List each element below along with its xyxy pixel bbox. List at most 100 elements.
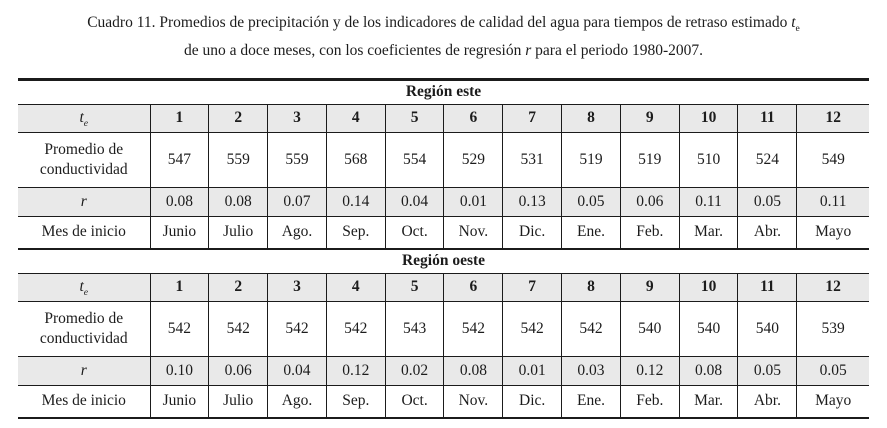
month-value-cell: Junio [149,215,210,250]
table-row: Promedio de conductividad 542 542 542 542 543… [18,300,869,357]
conductivity-value-cell: 519 [561,131,621,188]
table-row: Región oeste [18,249,869,274]
caption-text-2: de uno a doce meses, con los coeficiente… [183,41,526,59]
lag-column-header: 12 [796,103,869,133]
conductivity-value-cell: 510 [678,131,739,188]
caption-text-1: Cuadro 11. Promedios de precipitación y … [87,14,792,31]
month-value-cell: Oct. [384,384,445,419]
month-value-cell: Dic. [502,384,563,419]
table-caption: Cuadro 11. Promedios de precipitación y … [26,0,861,65]
r-value-cell: 0.08 [208,186,269,217]
conductivity-value-cell: 519 [619,131,680,188]
caption-line-1: Cuadro 11. Promedios de precipitación y … [26,9,861,37]
lag-column-header: 11 [737,103,798,133]
table-row: Promedio de conductividad 547 559 559 568 554… [18,131,869,188]
conductivity-value-cell: 559 [267,131,327,188]
conductivity-value-cell: 542 [325,300,386,357]
conductivity-value-cell: 542 [267,300,327,357]
lag-column-header: 3 [267,272,327,302]
r-value-cell: 0.10 [149,355,210,386]
lag-column-header: 11 [737,272,798,302]
region-title: Región este [18,77,869,105]
month-value-cell: Nov. [443,215,504,250]
row-label: Promedio de conductividad [18,131,151,188]
month-value-cell: Julio [208,215,269,250]
month-value-cell: Ago. [267,384,327,419]
lag-column-header: 12 [796,272,869,302]
lag-column-header: 9 [619,103,680,133]
r-value-cell: 0.05 [561,186,621,217]
month-value-cell: Junio [149,384,210,419]
month-value-cell: Sep. [325,215,386,250]
month-value-cell: Feb. [619,215,680,250]
te-header-cell: te [18,272,151,302]
conductivity-value-cell: 542 [561,300,621,357]
conductivity-value-cell: 554 [384,131,445,188]
r-value-cell: 0.02 [384,355,445,386]
row-label: Mes de inicio [18,215,151,250]
table-row: Mes de inicio Junio Julio Ago. Sep. Oct. Nov. D… [18,215,869,250]
lag-column-header: 4 [325,272,386,302]
conductivity-value-cell: 540 [678,300,739,357]
r-value-cell: 0.05 [796,355,869,386]
caption-line-2: de uno a doce meses, con los coeficiente… [26,37,861,65]
table-row: te 1 2 3 4 5 6 7 8 9 10 11 12 [18,272,869,302]
r-symbol: r [525,41,532,59]
region-este-table: Región este te 1 2 3 4 5 6 7 8 9 10 11 12 Promedio de … [18,77,869,250]
lag-column-header: 5 [384,103,445,133]
conductivity-value-cell: 531 [502,131,563,188]
lag-column-header: 6 [443,103,504,133]
lag-column-header: 8 [561,103,621,133]
r-value-cell: 0.04 [384,186,445,217]
month-value-cell: Dic. [502,215,563,250]
month-value-cell: Oct. [384,215,445,250]
r-value-cell: 0.08 [678,355,739,386]
conductivity-value-cell: 529 [443,131,504,188]
row-label: Mes de inicio [18,384,151,419]
conductivity-value-cell: 542 [443,300,504,357]
r-value-cell: 0.12 [619,355,680,386]
caption-text-3: para el periodo 1980-2007. [531,41,704,59]
row-label: r [18,186,151,217]
month-value-cell: Abr. [737,215,798,250]
month-value-cell: Nov. [443,384,504,419]
month-value-cell: Mayo [796,215,869,250]
r-value-cell: 0.08 [443,355,504,386]
te-header-cell: te [18,103,151,133]
month-value-cell: Sep. [325,384,386,419]
lag-column-header: 8 [561,272,621,302]
lag-column-header: 10 [678,272,739,302]
lag-column-header: 5 [384,272,445,302]
month-value-cell: Ago. [267,215,327,250]
month-value-cell: Ene. [561,384,621,419]
lag-column-header: 4 [325,103,386,133]
conductivity-value-cell: 549 [796,131,869,188]
table-row: Mes de inicio Junio Julio Ago. Sep. Oct. Nov. D… [18,384,869,419]
te-subscript: e [83,118,89,130]
r-value-cell: 0.06 [208,355,269,386]
month-value-cell: Feb. [619,384,680,419]
row-label: Promedio de conductividad [18,300,151,357]
conductivity-value-cell: 542 [502,300,563,357]
table-row: Región este [18,77,869,105]
te-subscript: e [83,287,89,299]
conductivity-value-cell: 540 [737,300,798,357]
r-value-cell: 0.04 [267,355,327,386]
lag-column-header: 7 [502,272,563,302]
month-value-cell: Mar. [678,384,739,419]
table-row: te 1 2 3 4 5 6 7 8 9 10 11 12 [18,103,869,133]
r-value-cell: 0.03 [561,355,621,386]
conductivity-value-cell: 542 [149,300,210,357]
r-value-cell: 0.05 [737,186,798,217]
lag-column-header: 9 [619,272,680,302]
r-value-cell: 0.01 [443,186,504,217]
lag-column-header: 1 [149,103,210,133]
r-value-cell: 0.06 [619,186,680,217]
conductivity-value-cell: 543 [384,300,445,357]
tables-container: Región este te 1 2 3 4 5 6 7 8 9 10 11 12 Promedio de … [18,77,869,419]
month-value-cell: Mar. [678,215,739,250]
r-value-cell: 0.12 [325,355,386,386]
month-value-cell: Abr. [737,384,798,419]
r-value-cell: 0.11 [796,186,869,217]
